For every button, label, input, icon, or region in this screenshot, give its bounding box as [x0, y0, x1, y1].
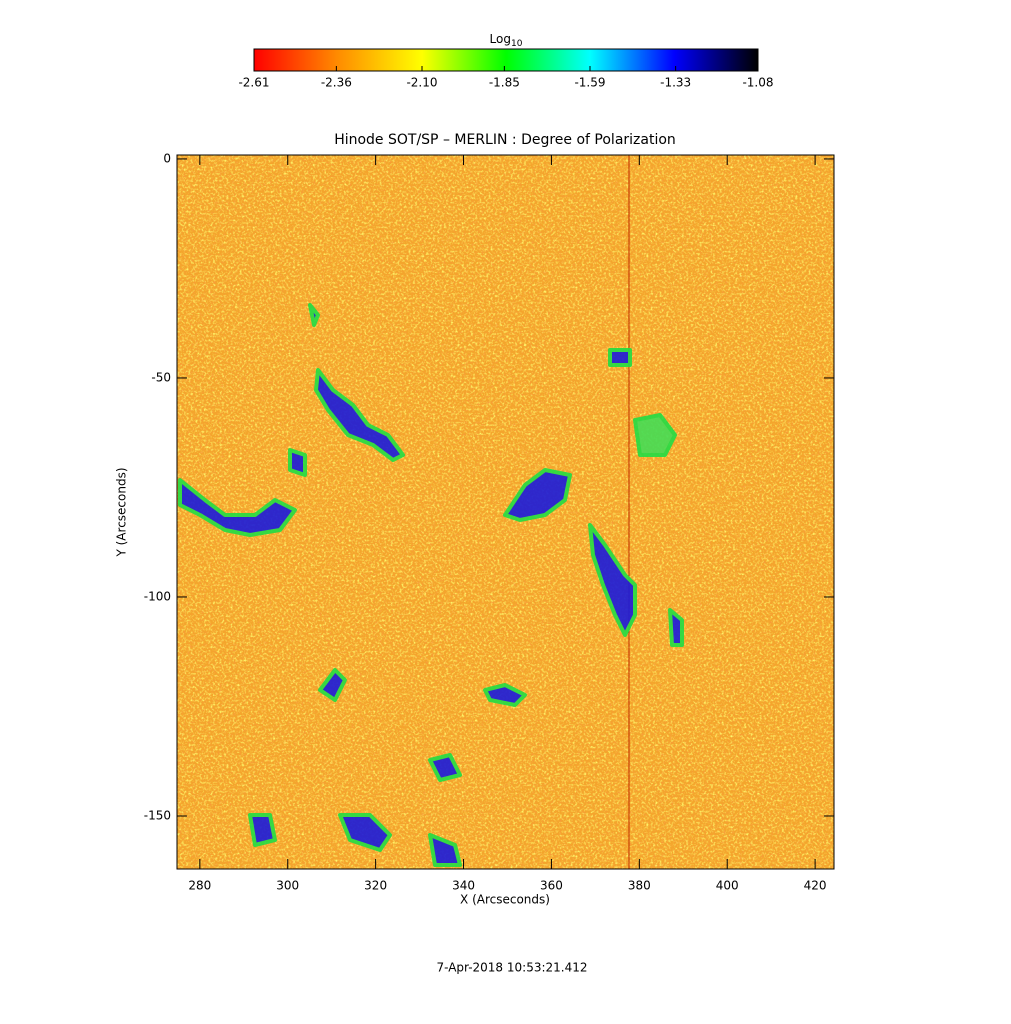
colorbar — [253, 48, 759, 72]
colorbar-tick-label: -1.59 — [574, 76, 605, 90]
x-tick-label: 300 — [276, 879, 299, 893]
y-tick-label: -50 — [151, 370, 171, 384]
x-axis-label: X (Arcseconds) — [460, 893, 550, 907]
x-tick-label: 420 — [804, 879, 827, 893]
y-axis-label: Y (Arcseconds) — [115, 467, 129, 557]
colorbar-tick-label: -1.08 — [742, 76, 773, 90]
y-tick-label: -100 — [144, 589, 171, 603]
x-tick-label: 280 — [188, 879, 211, 893]
colorbar-label-sub: 10 — [511, 39, 523, 49]
x-tick-label: 360 — [540, 879, 563, 893]
x-tick-label: 320 — [364, 879, 387, 893]
colorbar-tick-label: -1.33 — [660, 76, 691, 90]
chart-title: Hinode SOT/SP – MERLIN : Degree of Polar… — [334, 132, 676, 148]
map-texture — [177, 155, 834, 869]
y-tick-label: 0 — [163, 151, 171, 165]
colorbar-tick-label: -1.85 — [489, 76, 520, 90]
colorbar-tick-label: -2.10 — [406, 76, 437, 90]
x-tick-label: 340 — [452, 879, 475, 893]
colorbar-label-base: Log — [490, 32, 511, 46]
x-tick-label: 380 — [628, 879, 651, 893]
colorbar-tick-label: -2.36 — [321, 76, 352, 90]
colorbar-tick-label: -2.61 — [238, 76, 269, 90]
timestamp: 7-Apr-2018 10:53:21.412 — [437, 961, 588, 975]
plot-frame — [176, 154, 835, 870]
x-tick-label: 400 — [716, 879, 739, 893]
y-tick-label: -150 — [144, 808, 171, 822]
colorbar-label: Log10 — [490, 32, 523, 49]
